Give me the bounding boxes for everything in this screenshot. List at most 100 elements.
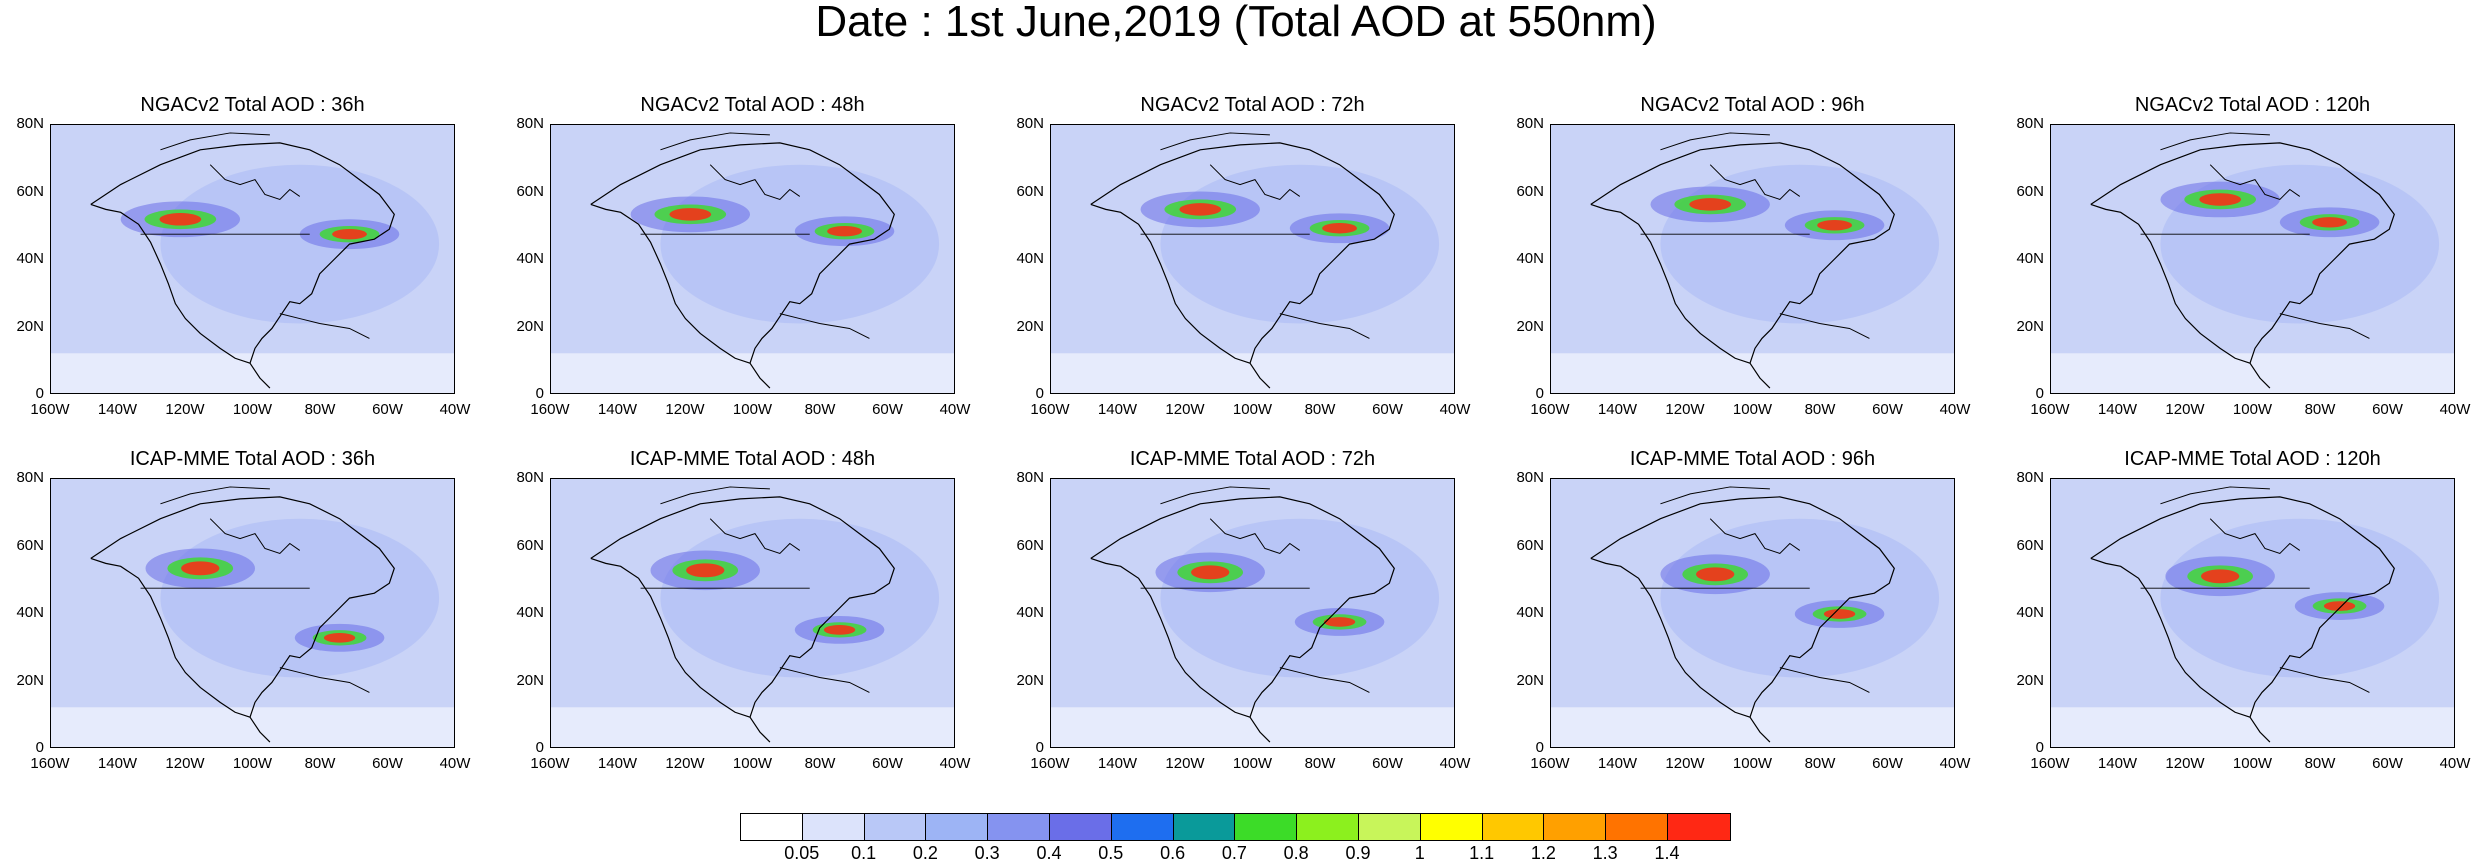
lon-tick-label: 60W [2372, 755, 2403, 772]
aod-plume-peak [159, 213, 202, 226]
lon-tick-label: 80W [304, 401, 336, 418]
panel-title: NGACv2 Total AOD : 48h [640, 94, 865, 116]
lat-tick-label: 0 [1035, 385, 1044, 402]
lon-tick-label: 100W [732, 401, 773, 418]
lat-tick-label: 20N [1016, 317, 1044, 335]
lon-tick-label: 60W [872, 755, 903, 772]
map-canvas [1551, 125, 1954, 393]
aod-medium-zone [1660, 518, 1940, 678]
lon-tick-label: 80W [1804, 755, 1836, 772]
lat-tick-label: 20N [1516, 317, 1544, 335]
lon-tick-label: 140W [1597, 401, 1638, 418]
lat-tick-label: 0 [1535, 385, 1544, 402]
panel-title: ICAP-MME Total AOD : 120h [2124, 448, 2381, 470]
lon-tick-label: 40W [1939, 755, 1971, 772]
aod-medium-zone [160, 518, 440, 678]
aod-medium-zone [2160, 518, 2440, 678]
lon-tick-label: 40W [1439, 755, 1471, 772]
lon-tick-label: 80W [2304, 401, 2336, 418]
lon-tick-label: 40W [1939, 401, 1971, 418]
lon-tick-label: 40W [939, 755, 971, 772]
coastline-detail [1660, 486, 1870, 693]
aod-map [550, 478, 955, 748]
lon-tick-label: 100W [732, 755, 773, 772]
lon-tick-label: 160W [30, 401, 70, 418]
colorbar-label: 0.7 [1221, 843, 1247, 863]
colorbar-swatch [1544, 814, 1607, 840]
aod-map [2050, 478, 2455, 748]
colorbar-swatch [1173, 814, 1236, 840]
lon-tick-label: 120W [2165, 755, 2205, 772]
colorbar-label: 1.3 [1592, 843, 1618, 863]
lat-tick-label: 80N [516, 115, 544, 132]
lon-tick-label: 60W [2372, 401, 2403, 418]
map-canvas [51, 479, 454, 747]
aod-map [1550, 124, 1955, 394]
lon-tick-label: 80W [804, 755, 836, 772]
coastline [90, 142, 395, 389]
aod-medium-zone [660, 518, 940, 678]
lat-tick-label: 0 [2035, 739, 2044, 756]
map-canvas [551, 479, 954, 747]
aod-medium-zone [660, 164, 940, 324]
lat-tick-label: 40N [2016, 604, 2044, 621]
lon-tick-label: 120W [2165, 401, 2205, 418]
map-canvas [2051, 125, 2454, 393]
aod-low-band [51, 707, 454, 747]
lon-tick-label: 120W [665, 755, 705, 772]
coastline-detail [660, 132, 870, 339]
aod-medium-zone [1160, 518, 1440, 678]
colorbar-swatch [1049, 814, 1112, 840]
panel-title: NGACv2 Total AOD : 96h [1640, 94, 1865, 116]
lon-tick-label: 140W [2097, 755, 2138, 772]
aod-low-band [551, 353, 954, 393]
lat-tick-label: 40N [16, 604, 44, 621]
lon-tick-label: 140W [2097, 401, 2138, 418]
lat-tick-label: 40N [1516, 250, 1544, 267]
aod-map [550, 124, 955, 394]
lon-tick-label: 120W [665, 401, 705, 418]
aod-plume-peak [2199, 193, 2242, 206]
colorbar-label: 0.8 [1283, 843, 1309, 863]
colorbar-swatch [926, 814, 989, 840]
lat-tick-label: 20N [16, 671, 44, 689]
lon-tick-label: 60W [872, 401, 903, 418]
aod-plume-peak [1817, 220, 1853, 231]
aod-plume-peak [2312, 217, 2348, 228]
colorbar-swatch [1235, 814, 1298, 840]
lat-tick-label: 0 [535, 739, 544, 756]
aod-map [2050, 124, 2455, 394]
lon-tick-label: 100W [1232, 755, 1273, 772]
panel-title: ICAP-MME Total AOD : 72h [1129, 448, 1376, 470]
aod-plume-peak [332, 228, 367, 240]
aod-map [1050, 124, 1455, 394]
colorbar-label: 0.9 [1345, 843, 1371, 863]
lat-tick-label: 80N [1016, 469, 1044, 486]
aod-plume-peak [827, 225, 862, 237]
aod-low-band [2051, 353, 2454, 393]
coastline [1590, 142, 1895, 389]
aod-plume-peak [686, 563, 725, 578]
lat-tick-label: 40N [516, 250, 544, 267]
lon-tick-label: 120W [1665, 755, 1705, 772]
lon-tick-label: 120W [1165, 401, 1205, 418]
lon-tick-label: 40W [939, 401, 971, 418]
lat-tick-label: 20N [2016, 317, 2044, 335]
lon-tick-label: 140W [1097, 755, 1138, 772]
lon-tick-label: 140W [97, 755, 138, 772]
colorbar-label: 0.6 [1160, 843, 1186, 863]
lat-tick-label: 0 [35, 385, 44, 402]
lon-tick-label: 160W [2030, 401, 2070, 418]
lat-tick-label: 40N [1016, 250, 1044, 267]
lon-tick-label: 60W [372, 755, 403, 772]
colorbar-swatch [1297, 814, 1359, 840]
aod-low-band [1051, 707, 1454, 747]
lat-tick-label: 0 [35, 739, 44, 756]
aod-medium-zone [160, 164, 440, 324]
lat-tick-label: 40N [16, 250, 44, 267]
coastline [1090, 496, 1395, 743]
map-canvas [1551, 479, 1954, 747]
lon-tick-label: 100W [232, 401, 273, 418]
lon-tick-label: 160W [1030, 401, 1070, 418]
figure-title: Date : 1st June,2019 (Total AOD at 550nm… [815, 0, 1657, 46]
